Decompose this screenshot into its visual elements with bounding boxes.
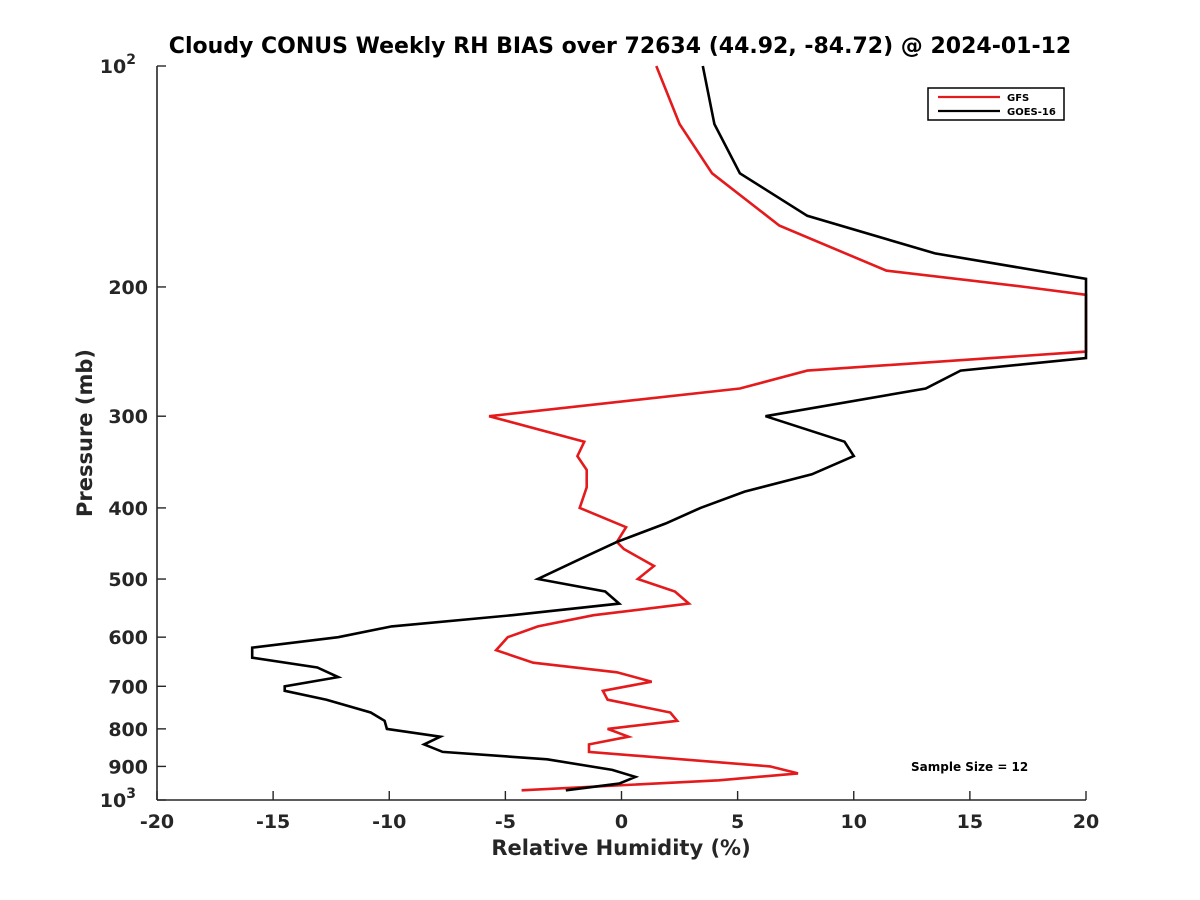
y-tick-label: 900: [108, 756, 148, 778]
x-axis-label: Relative Humidity (%): [491, 836, 750, 860]
y-tick-label: 700: [108, 676, 148, 698]
y-tick-label-exponent: 2: [126, 52, 136, 68]
y-tick-label: 400: [108, 498, 148, 520]
y-tick-label-base: 300: [108, 406, 148, 428]
chart-title: Cloudy CONUS Weekly RH BIAS over 72634 (…: [169, 34, 1071, 59]
series-layer: [250, 65, 1088, 792]
y-tick-label-base: 900: [108, 756, 148, 778]
legend-label-gfs: GFS: [1007, 93, 1029, 104]
plot-area: [156, 66, 1086, 801]
x-tick-label: -15: [256, 811, 290, 833]
y-tick-label-base: 10: [100, 790, 126, 812]
x-tick-label: -10: [372, 811, 406, 833]
y-tick-label: 103: [100, 786, 136, 812]
y-tick-label-base: 400: [108, 498, 148, 520]
y-tick-label: 102: [100, 52, 136, 78]
y-tick-label: 500: [108, 569, 148, 591]
y-tick-label-base: 600: [108, 627, 148, 649]
x-ticks: -20 -15 -10 -5 0 5 10 15 20: [140, 791, 1099, 833]
legend: GFS GOES-16: [927, 87, 1065, 121]
x-tick-label: 20: [1073, 811, 1099, 833]
x-tick-label: 5: [731, 811, 744, 833]
y-tick-label: 300: [108, 406, 148, 428]
y-tick-label-base: 800: [108, 719, 148, 741]
series-line-goes16: [250, 65, 1088, 792]
y-axis-label: Pressure (mb): [73, 349, 97, 517]
y-tick-label-base: 500: [108, 569, 148, 591]
y-tick-label-exponent: 3: [126, 786, 136, 802]
x-tick-label: 0: [615, 811, 628, 833]
y-tick-label-base: 10: [100, 56, 126, 78]
legend-label-goes16: GOES-16: [1007, 107, 1056, 118]
x-tick-label: -5: [495, 811, 516, 833]
x-tick-label: 15: [957, 811, 983, 833]
y-tick-label-base: 200: [108, 277, 148, 299]
y-tick-label: 800: [108, 719, 148, 741]
y-tick-label: 600: [108, 627, 148, 649]
x-tick-label: -20: [140, 811, 174, 833]
x-tick-label: 10: [841, 811, 867, 833]
series-line-gfs: [488, 65, 1088, 792]
legend-box: [927, 87, 1065, 121]
y-tick-label-base: 700: [108, 676, 148, 698]
y-tick-label: 200: [108, 277, 148, 299]
sample-size-annotation: Sample Size = 12: [911, 760, 1028, 774]
